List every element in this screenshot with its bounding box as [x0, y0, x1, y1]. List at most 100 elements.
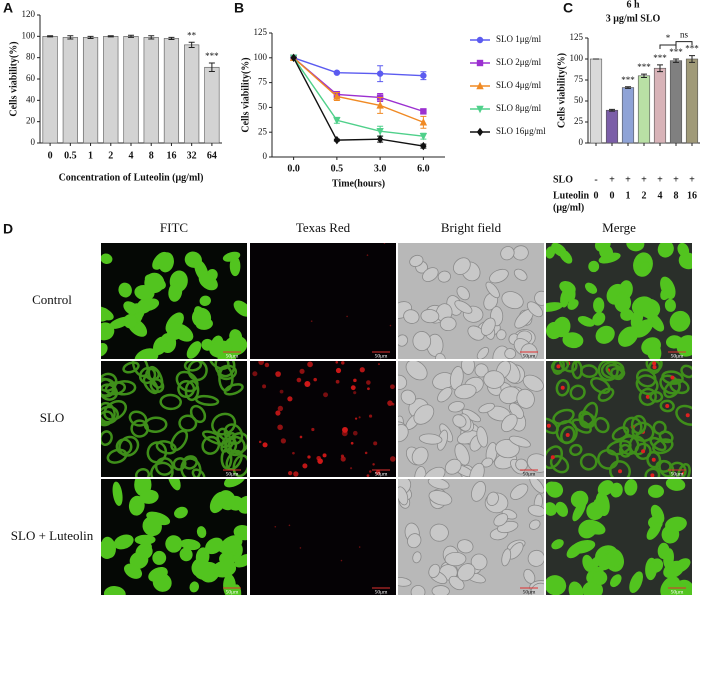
cell-outline [501, 548, 512, 567]
cell [179, 547, 193, 562]
marker [476, 127, 484, 137]
cell-red [391, 402, 395, 406]
marker [420, 72, 427, 79]
cell-outline [448, 401, 465, 413]
cell-red [366, 380, 371, 385]
cell [101, 342, 108, 357]
cell-red [350, 441, 354, 445]
cell-red [652, 365, 657, 370]
cell-outline [496, 329, 507, 341]
y-tick-label: 120 [22, 9, 36, 19]
cell-outline [439, 316, 457, 332]
cell [177, 380, 196, 398]
cell-outline [414, 466, 427, 477]
cell [139, 489, 159, 504]
cell [597, 449, 619, 470]
micrograph: 50μm [546, 479, 692, 595]
marker [476, 105, 484, 114]
legend-label: SLO 1μg/ml [496, 34, 542, 44]
cell-outline [476, 426, 488, 448]
marker [333, 117, 341, 125]
y-tick-label: 75 [574, 74, 584, 84]
marker [476, 36, 484, 44]
cell-outline [515, 458, 528, 471]
cell-outline [412, 331, 432, 352]
cell-red [311, 427, 315, 432]
error-bar [67, 35, 74, 40]
error-bar [107, 35, 114, 38]
cell [629, 571, 644, 594]
cell-red [358, 546, 361, 548]
cell [553, 316, 571, 338]
cell-red [288, 471, 293, 476]
y-tick-label: 0 [579, 137, 584, 147]
cell [579, 453, 598, 471]
scale-bar-label: 50μm [523, 353, 536, 359]
cell-red [277, 424, 283, 431]
cell-outline [486, 491, 499, 506]
slo-label: + [609, 174, 615, 185]
cell [101, 430, 113, 446]
cell-red [264, 362, 270, 368]
cell-outline [471, 480, 486, 502]
significance: *** [685, 44, 699, 54]
bar [669, 60, 683, 144]
significance: *** [621, 75, 635, 85]
cell-red [322, 453, 327, 458]
cell-red [390, 456, 396, 462]
cell-outline [504, 348, 517, 359]
y-axis-label: Cells viability(%) [240, 57, 251, 132]
cell [148, 566, 168, 582]
row-label: Luteolin [553, 190, 590, 201]
cell-red [275, 371, 281, 377]
x-tick-label: 2 [108, 150, 113, 161]
cell [647, 484, 665, 498]
cell [139, 545, 153, 559]
cell [664, 298, 676, 312]
cell-red [277, 405, 284, 412]
cell [198, 273, 218, 291]
cell-red [310, 320, 313, 322]
cell [546, 575, 567, 595]
cell-red [368, 414, 373, 418]
bar [685, 58, 699, 144]
cell-outline [398, 334, 409, 347]
cell-red [275, 410, 281, 416]
cell [546, 302, 563, 312]
x-tick-label: 4 [129, 150, 134, 161]
cell [106, 448, 128, 464]
bar [143, 37, 159, 144]
scale-bar-label: 50μm [226, 589, 239, 595]
cell-red [349, 467, 353, 470]
bracket [659, 44, 677, 49]
cell [560, 425, 576, 445]
cell [128, 495, 145, 516]
cell-red [274, 525, 277, 528]
cell-red [340, 454, 345, 458]
marker [333, 135, 341, 145]
cell-outline [428, 490, 453, 506]
cell-red [685, 413, 690, 418]
cell-outline [405, 361, 428, 381]
cell [191, 557, 210, 578]
cell-red [296, 377, 302, 383]
cell-red [335, 379, 340, 384]
error-bar [47, 35, 54, 38]
cell-outline [493, 513, 509, 527]
cell-red [651, 457, 656, 462]
cell-outline [423, 466, 446, 477]
bracket-label: ns [680, 30, 689, 40]
cell [130, 419, 149, 438]
y-tick-label: 80 [26, 52, 36, 62]
cell [577, 316, 595, 327]
cell [665, 479, 686, 491]
scale-bar-label: 50μm [375, 353, 388, 359]
x-tick-label: 32 [187, 150, 197, 161]
cell-red [618, 469, 623, 474]
slo-label: + [625, 174, 631, 185]
bar [62, 37, 78, 144]
error-bar [673, 58, 679, 63]
marker [333, 69, 341, 76]
cell [665, 516, 687, 533]
cell [143, 416, 168, 433]
